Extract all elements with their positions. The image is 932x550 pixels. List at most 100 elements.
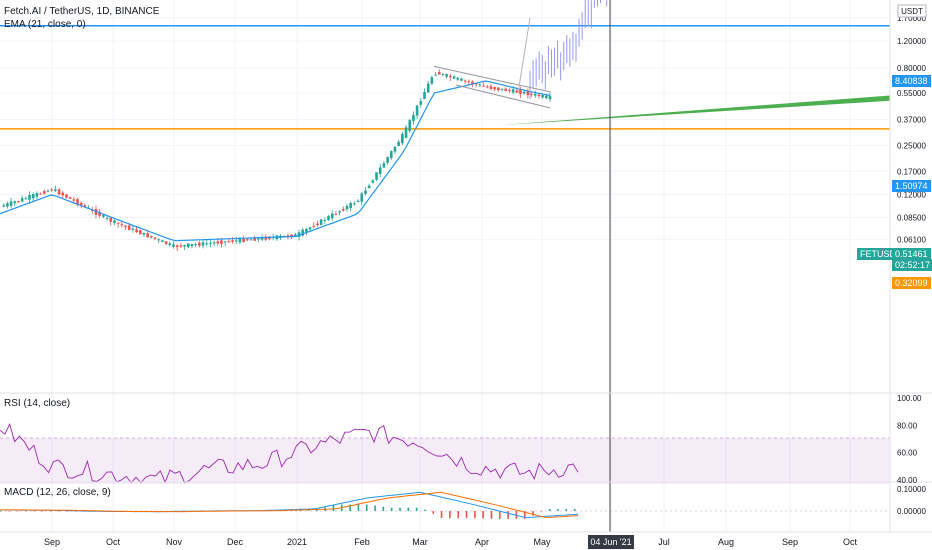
candle-body bbox=[161, 240, 164, 242]
macd-histogram-bar bbox=[374, 505, 376, 511]
candle-body bbox=[205, 243, 209, 245]
candle-body bbox=[246, 239, 249, 241]
macd-histogram-bar bbox=[449, 511, 451, 519]
price-axis[interactable]: 30.0000020.0000014.0000010.000007.000005… bbox=[897, 0, 931, 516]
candle-body bbox=[105, 217, 109, 219]
price-tick-label: 0.25000 bbox=[897, 142, 926, 151]
candle-body bbox=[138, 230, 142, 235]
time-tick-label: Feb bbox=[354, 537, 370, 547]
candle-body bbox=[76, 199, 79, 205]
chart-title[interactable]: Fetch.AI / TetherUS, 1D, BINANCE bbox=[4, 6, 160, 17]
rsi-tick-label: 100.00 bbox=[897, 394, 922, 403]
macd-histogram-bar bbox=[432, 511, 435, 514]
candle-body bbox=[179, 245, 183, 247]
price-tick-label: 0.55000 bbox=[897, 89, 926, 98]
macd-histogram-bar bbox=[573, 509, 576, 511]
macd-histogram-bar bbox=[66, 511, 69, 512]
candle-body bbox=[312, 225, 316, 227]
candle-body bbox=[511, 89, 515, 93]
candle-body bbox=[449, 75, 452, 78]
macd-histogram-bar bbox=[24, 511, 27, 512]
candle-body bbox=[146, 233, 149, 238]
time-axis[interactable]: Sep Oct Nov Dec 2021 Feb Mar Apr May Jul Aug Sep Oct bbox=[44, 537, 858, 547]
macd-histogram-bar bbox=[357, 504, 360, 511]
candle-body bbox=[131, 228, 135, 230]
candle-body bbox=[378, 167, 382, 175]
candle-body bbox=[408, 120, 412, 131]
price-tick-label: 1.20000 bbox=[897, 37, 926, 46]
macd-histogram-bar bbox=[507, 511, 509, 519]
price-tick-label: 0.37000 bbox=[897, 115, 926, 124]
horizontal-levels[interactable] bbox=[0, 0, 890, 130]
candle-body bbox=[249, 239, 253, 241]
candle-body bbox=[345, 205, 349, 210]
candle-body bbox=[13, 201, 17, 204]
candle-body bbox=[301, 229, 304, 236]
wedge-upper-line bbox=[433, 65, 551, 93]
candle-body bbox=[257, 238, 260, 240]
rsi-band bbox=[0, 438, 890, 484]
candle-body bbox=[28, 194, 31, 200]
candle-body bbox=[150, 235, 153, 238]
candle-body bbox=[35, 193, 39, 197]
candle-body bbox=[533, 93, 537, 96]
candle-body bbox=[164, 241, 168, 244]
ema-legend[interactable]: EMA (21, close, 0) bbox=[4, 19, 86, 30]
macd-histogram-bar bbox=[440, 511, 443, 518]
currency-label: USDT bbox=[901, 7, 923, 16]
price-tick-label: 0.80000 bbox=[897, 64, 926, 73]
crosshair-date-badge bbox=[588, 535, 634, 549]
macd-legend[interactable]: MACD (12, 26, close, 9) bbox=[4, 487, 111, 498]
macd-histogram-bar bbox=[482, 511, 484, 519]
candle-body bbox=[124, 225, 127, 227]
macd-histogram-bar bbox=[540, 511, 543, 512]
macd-series bbox=[0, 491, 579, 519]
candle-body bbox=[452, 76, 456, 79]
candle-body bbox=[201, 242, 205, 246]
candle-body bbox=[360, 193, 364, 202]
candle-body bbox=[493, 87, 496, 90]
candle-body bbox=[17, 201, 20, 203]
candlestick-series bbox=[2, 69, 552, 252]
macd-histogram-bar bbox=[399, 507, 401, 511]
grid-lines bbox=[0, 0, 890, 532]
candle-body bbox=[175, 245, 179, 248]
candle-body bbox=[371, 180, 375, 183]
last-price-badge: 0.51461 bbox=[892, 248, 931, 260]
drawings[interactable] bbox=[433, 17, 890, 126]
candle-body bbox=[356, 200, 360, 202]
candle-body bbox=[530, 93, 533, 95]
candle-body bbox=[102, 215, 105, 217]
time-tick-label: 2021 bbox=[287, 537, 307, 547]
candle-body bbox=[441, 73, 445, 75]
ema-line bbox=[0, 80, 551, 242]
candle-body bbox=[489, 86, 493, 90]
candle-body bbox=[305, 228, 308, 233]
candle-body bbox=[61, 192, 65, 196]
time-tick-label: Dec bbox=[227, 537, 244, 547]
candle-body bbox=[482, 85, 485, 87]
crosshair-date-label: 04 Jun '21 bbox=[590, 537, 631, 547]
macd-histogram-bar bbox=[16, 511, 19, 512]
time-tick-label: Aug bbox=[718, 537, 734, 547]
rsi-series bbox=[0, 423, 579, 484]
macd-histogram-bar bbox=[365, 504, 368, 511]
candle-body bbox=[290, 234, 293, 238]
rsi-legend[interactable]: RSI (14, close) bbox=[4, 398, 71, 409]
candle-body bbox=[9, 201, 13, 206]
candle-body bbox=[364, 190, 367, 194]
candle-body bbox=[42, 191, 46, 194]
candle-body bbox=[330, 213, 334, 219]
candle-body bbox=[460, 78, 463, 81]
macd-histogram-bar bbox=[49, 511, 52, 512]
macd-histogram-bar bbox=[58, 511, 60, 512]
candle-body bbox=[349, 202, 352, 209]
candle-body bbox=[375, 172, 378, 180]
macd-histogram-bar bbox=[498, 511, 501, 519]
candle-body bbox=[234, 240, 238, 242]
macd-histogram-bar bbox=[407, 507, 410, 511]
rsi-tick-label: 40.00 bbox=[897, 476, 918, 485]
candle-body bbox=[54, 189, 57, 192]
candle-body bbox=[31, 194, 35, 199]
